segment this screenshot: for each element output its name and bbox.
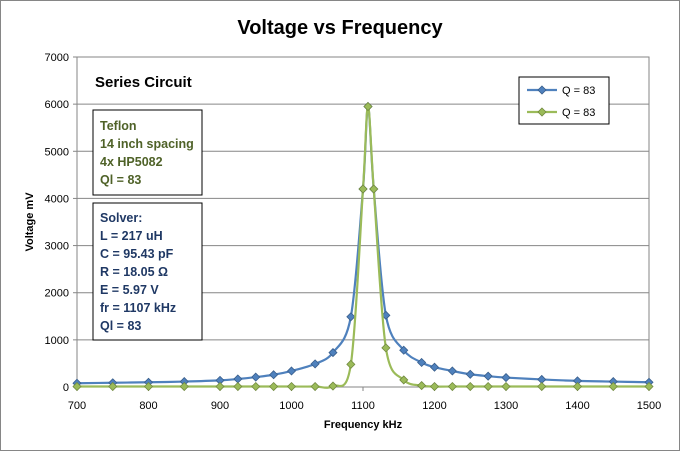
annotation-solver-line: E = 5.97 V [100,283,159,297]
data-point [328,381,338,391]
data-point [179,381,189,392]
data-point [310,381,320,392]
annotation-material-line: Ql = 83 [100,173,141,187]
annotation-solver-line: R = 18.05 Ω [100,265,168,279]
annotation-material-line: 4x HP5082 [100,155,163,169]
data-point [483,381,493,392]
annotation-material-line: Teflon [100,119,137,133]
data-point [399,345,409,355]
data-point [269,370,279,380]
data-point [417,381,427,391]
data-point [215,381,225,392]
annotation-solver-line: Solver: [100,211,142,225]
annotation-material-line: 14 inch spacing [100,137,194,151]
y-tick-label: 6000 [45,99,69,111]
data-point [465,369,475,379]
data-point [269,381,279,392]
data-point [251,372,261,382]
data-point [328,348,338,358]
legend-label: Q = 83 [562,85,595,97]
data-point [608,381,618,392]
annotation-box-solver-border [92,202,203,341]
data-point [501,373,511,383]
x-tick-label: 1400 [565,400,589,412]
legend-border [518,76,610,125]
data-point [108,381,118,392]
annotation-solver-line: L = 217 uH [100,229,163,243]
data-point [358,184,368,194]
data-point [417,357,427,368]
chart-title: Voltage vs Frequency [237,17,443,39]
y-tick-label: 1000 [45,335,69,347]
data-point [251,381,261,392]
annotation-solver-line: Ql = 83 [100,319,141,333]
x-axis-ticks: 700 800 900 1000 1100 1200 1300 1400 1500 [68,387,661,412]
y-tick-label: 2000 [45,288,69,300]
y-tick-label: 0 [63,382,69,394]
data-point [363,101,373,112]
data-point [572,381,583,392]
y-axis-title: Voltage mV [24,192,36,252]
x-tick-label: 1300 [494,400,518,412]
data-point [501,381,511,392]
data-point [346,359,356,369]
x-tick-label: 1200 [422,400,446,412]
annotation-box-material-border [92,109,203,196]
data-point [399,375,409,385]
data-point [644,381,654,392]
legend-marker [537,85,547,95]
y-tick-label: 5000 [45,146,69,158]
y-tick-label: 3000 [45,241,69,253]
data-point [447,366,457,376]
y-tick-label: 7000 [45,52,69,64]
x-tick-label: 1500 [637,400,661,412]
series-layer [72,101,654,392]
data-point [429,381,440,392]
series-2 [72,101,654,392]
legend-marker [537,107,547,117]
data-point [310,359,320,369]
annotation-solver-line: fr = 1107 kHz [100,301,176,315]
x-tick-label: 1100 [351,400,375,412]
annotation-heading: Series Circuit [95,74,192,91]
data-point [143,381,154,392]
data-point [72,381,82,392]
x-tick-label: 800 [139,400,157,412]
x-axis-title: Frequency kHz [324,419,403,431]
data-point [286,366,297,376]
y-axis-ticks: 0 1000 2000 3000 4000 5000 6000 7000 [45,52,77,394]
data-point [233,381,243,392]
legend-label: Q = 83 [562,107,595,119]
legend: Q = 83 Q = 83 [518,76,610,125]
data-point [465,381,475,392]
x-tick-label: 1000 [279,400,303,412]
data-point [537,381,547,392]
data-point [346,312,356,322]
data-point [447,381,457,392]
data-point [381,343,391,353]
annotation-solver-line: C = 95.43 pF [100,247,174,261]
annotation-box-solver: Solver: L = 217 uH C = 95.43 pF R = 18.0… [92,202,203,341]
data-point [483,371,493,381]
annotation-box-material: Teflon 14 inch spacing 4x HP5082 Ql = 83 [92,109,203,196]
data-point [429,362,440,372]
data-point [369,184,379,194]
y-tick-label: 4000 [45,193,69,205]
x-tick-label: 900 [211,400,229,412]
x-tick-label: 700 [68,400,86,412]
data-point [286,381,297,392]
